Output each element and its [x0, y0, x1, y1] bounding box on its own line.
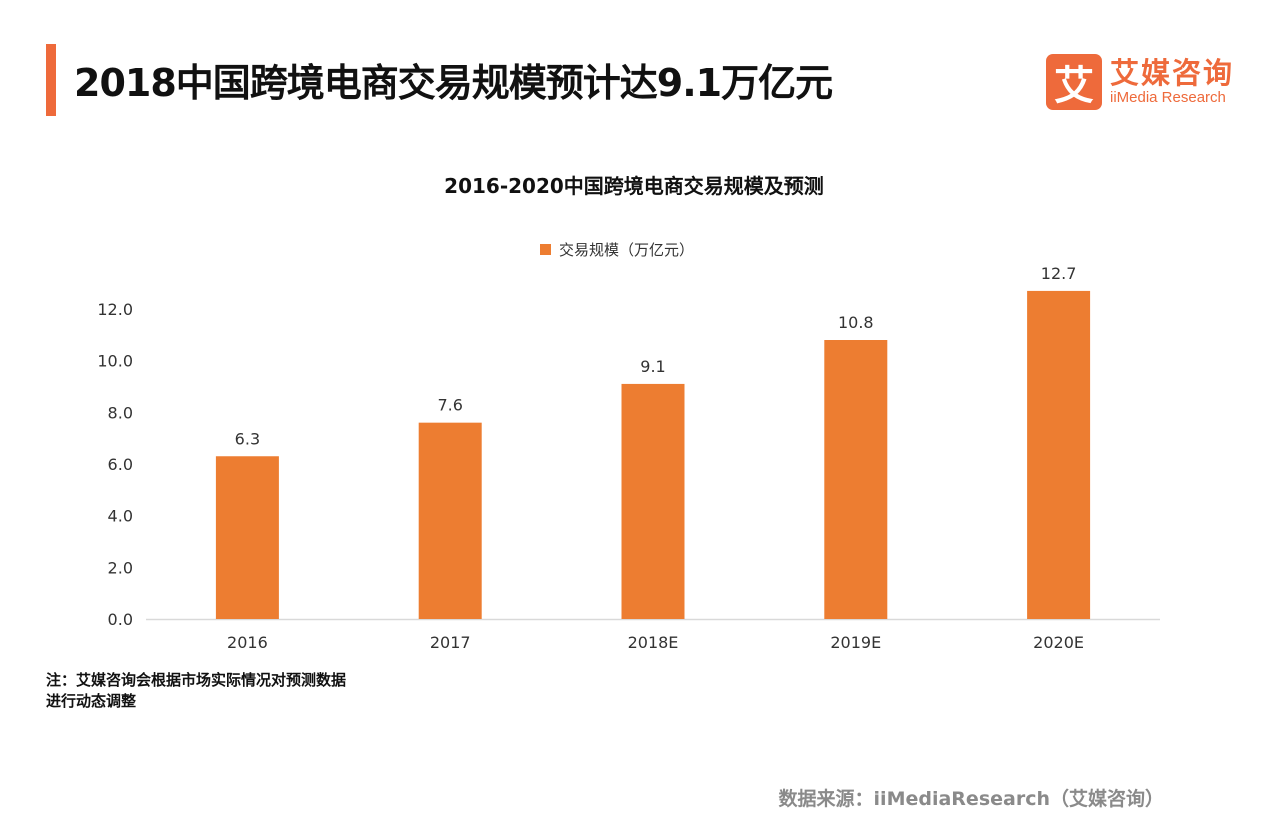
x-tick-label: 2017 [430, 633, 471, 652]
x-tick-label: 2018E [628, 633, 679, 652]
logo: 艾 艾媒咨询 iiMedia Research [1046, 54, 1234, 110]
y-tick-label: 12.0 [97, 300, 133, 319]
data-label: 9.1 [640, 357, 665, 376]
data-source: 数据来源：iiMediaResearch（艾媒咨询） [778, 788, 1164, 810]
footnote-line-1: 注：艾媒咨询会根据市场实际情况对预测数据 [46, 671, 347, 689]
bar-2017 [418, 422, 482, 619]
logo-icon: 艾 [1046, 54, 1102, 110]
footnote-line-2: 进行动态调整 [46, 692, 137, 710]
bar-2019E [824, 340, 888, 619]
footnote: 注：艾媒咨询会根据市场实际情况对预测数据 进行动态调整 [46, 670, 346, 712]
bar-2016 [215, 456, 279, 619]
x-tick-label: 2016 [227, 633, 268, 652]
x-tick-label: 2020E [1033, 633, 1084, 652]
legend-label: 交易规模（万亿元） [559, 241, 695, 259]
bar-2020E [1027, 290, 1091, 619]
data-label: 12.7 [1041, 264, 1077, 283]
logo-name-en: iiMedia Research [1110, 89, 1226, 106]
chart-title: 2016-2020中国跨境电商交易规模及预测 [444, 174, 824, 198]
data-label: 10.8 [838, 313, 874, 332]
y-tick-label: 4.0 [108, 507, 133, 526]
logo-name-cn: 艾媒咨询 [1110, 56, 1235, 90]
y-tick-label: 10.0 [97, 352, 133, 371]
legend: 交易规模（万亿元） [540, 239, 694, 260]
title-accent-bar [46, 44, 56, 116]
x-tick-label: 2019E [830, 633, 881, 652]
legend-swatch [540, 244, 551, 255]
y-tick-label: 0.0 [108, 610, 133, 629]
page-title: 2018中国跨境电商交易规模预计达9.1万亿元 [74, 61, 833, 105]
bar-2018E [621, 383, 685, 619]
y-tick-label: 8.0 [108, 403, 133, 422]
y-tick-label: 2.0 [108, 558, 133, 577]
data-label: 7.6 [437, 396, 462, 415]
data-label: 6.3 [235, 429, 260, 448]
y-tick-label: 6.0 [108, 455, 133, 474]
